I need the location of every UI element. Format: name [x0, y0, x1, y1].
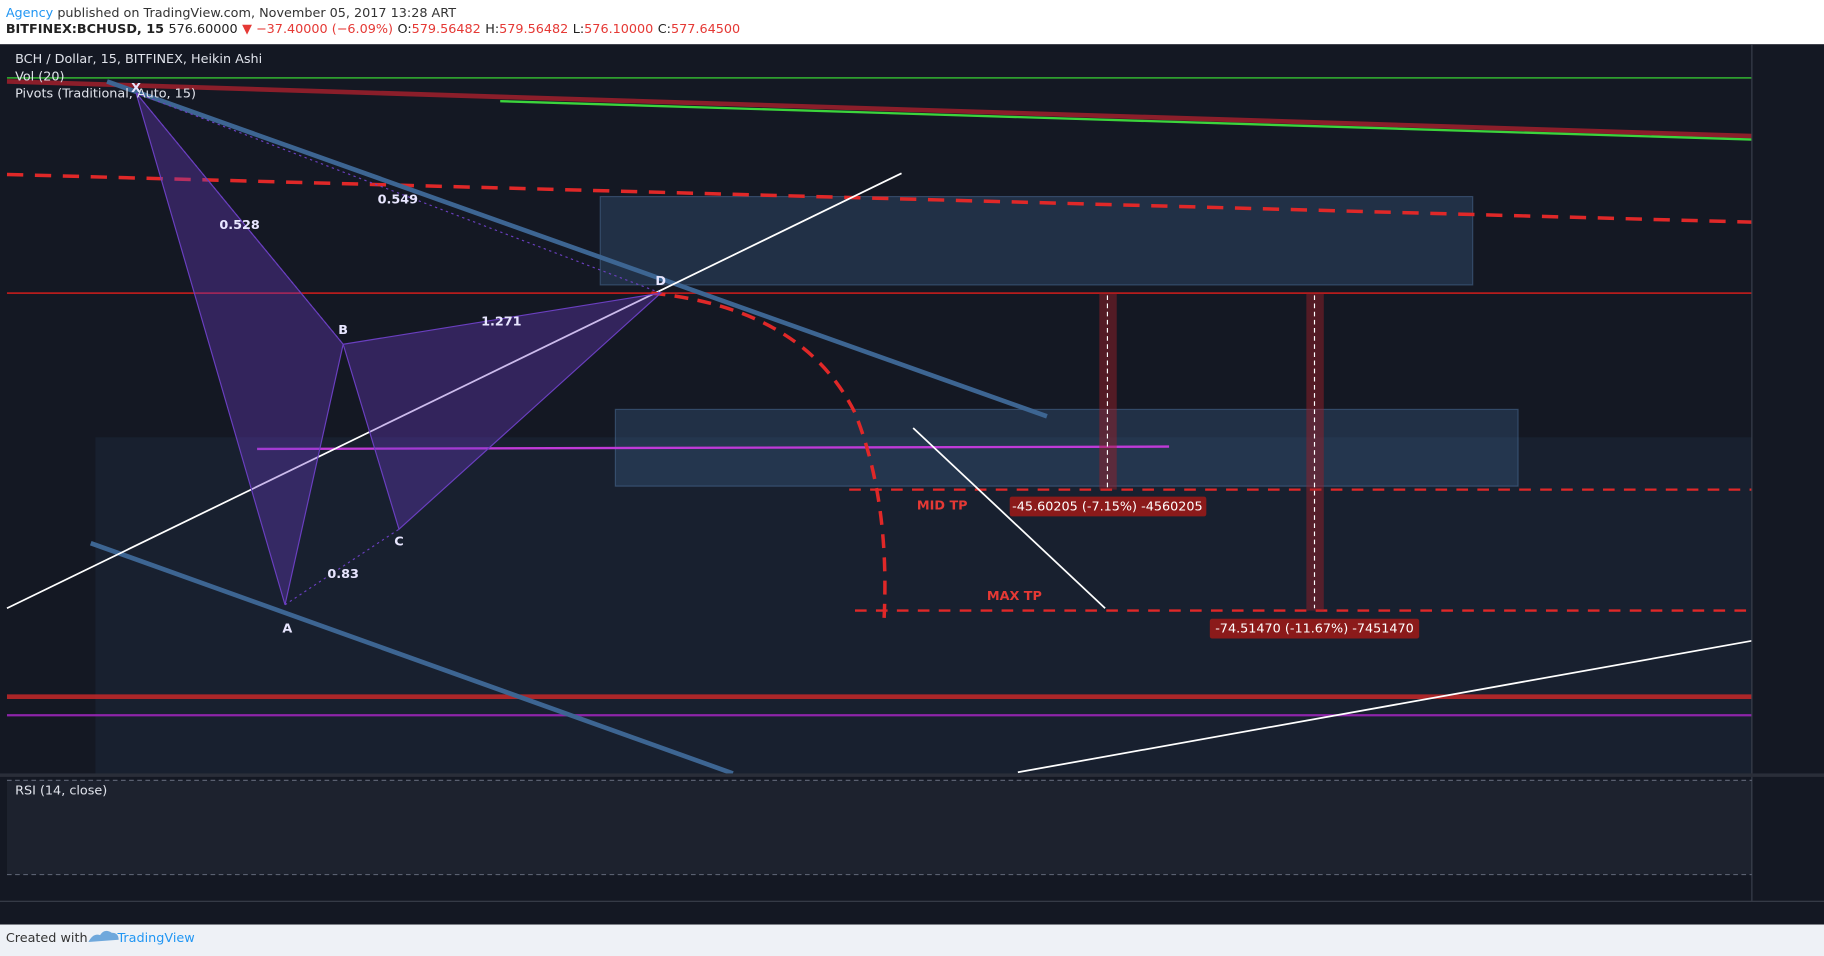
pattern-line [135, 92, 661, 294]
published: published on TradingView.com, November 0… [57, 5, 456, 20]
pattern-point: C [394, 534, 403, 549]
zone [95, 437, 1752, 774]
channel-line [106, 79, 1048, 419]
symbol: BITFINEX:BCHUSD, 15 [6, 22, 164, 37]
pattern-point: B [338, 323, 348, 338]
trend-line [6, 172, 1752, 224]
header-bg [0, 0, 1824, 45]
ohlc-value: 579.56482 [412, 22, 481, 37]
pattern [342, 292, 663, 531]
rsi-band [6, 780, 1752, 875]
ohlc-value: 576.10000 [584, 22, 653, 37]
author-link[interactable]: Agency [6, 5, 54, 20]
measure-label: -45.60205 (-7.15%) -4560205 [1012, 500, 1202, 515]
ohlc-label: C: [658, 22, 671, 37]
ohlc-value: 579.56482 [499, 22, 568, 37]
pattern-ratio: 0.528 [219, 218, 260, 233]
pattern-line [135, 92, 344, 345]
header-line: Agency published on TradingView.com, Nov… [6, 5, 456, 20]
target-label: MAX TP [987, 589, 1042, 604]
pane-separator [0, 773, 1824, 777]
footer-brand[interactable]: TradingView [116, 931, 194, 946]
trend-line [500, 100, 1752, 141]
ohlc-value: 577.64500 [671, 22, 740, 37]
footer-text: Created with [6, 931, 88, 946]
measure-box [1009, 496, 1207, 517]
target-label: MID TP [917, 498, 968, 513]
trend-line [6, 172, 902, 610]
ohlc-label: H: [485, 22, 499, 37]
chart-bg [0, 44, 1824, 925]
trend-line [6, 79, 1752, 139]
pattern-ratio: 1.271 [481, 315, 522, 330]
logo [88, 930, 119, 943]
rsi-title: RSI (14, close) [15, 783, 107, 798]
last-price: 576.60000 [168, 22, 237, 37]
chart-title: BCH / Dollar, 15, BITFINEX, Heikin Ashi [15, 52, 262, 67]
pattern-point: D [655, 274, 666, 289]
pattern-point: X [131, 81, 141, 96]
ohlc-label: O: [397, 22, 411, 37]
pattern-ratio: 0.83 [327, 567, 359, 582]
symbol-line: BITFINEX:BCHUSD, 15 576.60000 ▼ −37.4000… [6, 22, 740, 37]
pattern [135, 92, 344, 605]
channel-line [89, 540, 734, 776]
pattern-point: A [282, 622, 292, 637]
trend-line [1017, 639, 1753, 774]
footer-bg [0, 924, 1824, 956]
measure-label: -74.51470 (-11.67%) -7451470 [1215, 622, 1414, 637]
indicator-label: Vol (20) [15, 69, 64, 84]
indicator-label: Pivots (Traditional, Auto, 15) [15, 87, 196, 102]
measure-box [1209, 618, 1420, 639]
change: ▼ −37.40000 (−6.09%) [242, 22, 393, 37]
curve [651, 291, 887, 619]
pattern-ratio: 0.549 [378, 193, 419, 208]
trend-line [912, 427, 1106, 609]
ohlc-label: L: [573, 22, 584, 37]
measure [1099, 293, 1117, 490]
pivot-line [257, 445, 1170, 451]
zone [599, 195, 1474, 286]
